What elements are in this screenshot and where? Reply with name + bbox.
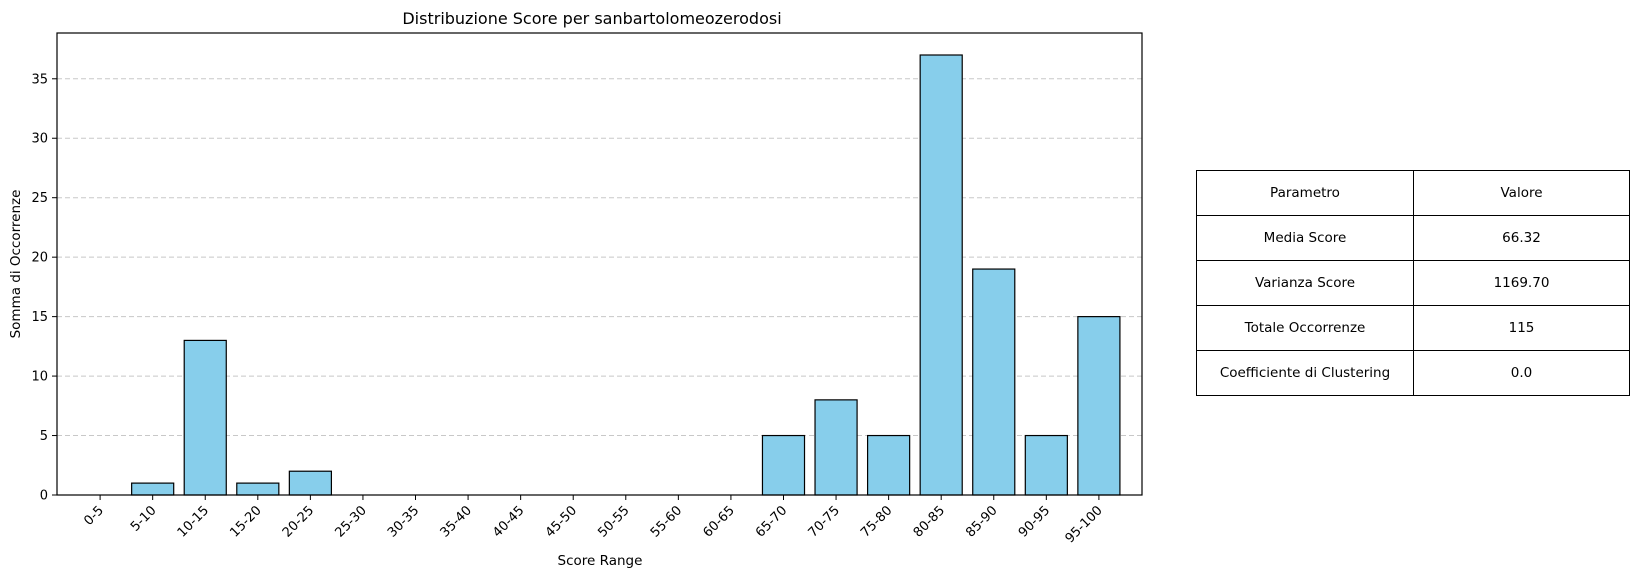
table-row: Varianza Score 1169.70 <box>1196 260 1630 306</box>
axes <box>52 32 1143 500</box>
table-cell-parameter: Totale Occorrenze <box>1196 305 1414 351</box>
bar <box>183 339 227 496</box>
y-axis-label: Somma di Occorrenze <box>8 190 24 339</box>
x-axis-label: Score Range <box>558 553 643 569</box>
table-cell-value: 0.0 <box>1413 350 1630 396</box>
y-tick-label: 0 <box>40 489 48 504</box>
bar <box>919 54 963 496</box>
y-tick-label: 5 <box>40 429 48 444</box>
bar <box>866 434 911 496</box>
table-row: Media Score 66.32 <box>1196 215 1630 261</box>
x-tick-label: 50-55 <box>595 503 632 540</box>
bar <box>972 268 1016 496</box>
bar <box>814 399 858 496</box>
y-tick-label: 25 <box>31 191 48 206</box>
table-row: Coefficiente di Clustering 0.0 <box>1196 350 1630 396</box>
x-tick-label: 25-30 <box>332 503 369 540</box>
x-tick-label: 90-95 <box>1016 503 1053 540</box>
bar <box>1077 316 1121 496</box>
x-tick-label: 30-35 <box>385 503 422 540</box>
table-cell-parameter: Parametro <box>1196 170 1414 216</box>
x-tick-label: 65-70 <box>753 503 790 540</box>
x-tick-label: 10-15 <box>175 503 212 540</box>
x-tick-label: 85-90 <box>963 503 1000 540</box>
bar <box>761 434 806 496</box>
x-tick-label: 70-75 <box>806 503 843 540</box>
bar <box>288 470 333 496</box>
bar <box>236 482 280 496</box>
x-tick-labels: 0-5 5-10 10-15 15-20 20-25 25-30 30-35 35-40 40-… <box>81 503 1105 546</box>
x-tick-label: 0-5 <box>81 503 107 529</box>
x-tick-label: 40-45 <box>490 503 527 540</box>
x-tick-label: 20-25 <box>280 503 317 540</box>
table-cell-value: Valore <box>1413 170 1630 216</box>
y-tick-label: 35 <box>31 72 48 87</box>
table-cell-value: 66.32 <box>1413 215 1630 261</box>
x-tick-label: 15-20 <box>227 503 264 540</box>
bars <box>131 54 1121 496</box>
x-tick-label: 35-40 <box>438 503 475 540</box>
y-tick-labels: 0 5 10 15 20 25 30 35 <box>31 72 48 503</box>
table-row: Totale Occorrenze 115 <box>1196 305 1630 351</box>
table-cell-value: 115 <box>1413 305 1630 351</box>
y-tick-label: 20 <box>31 251 48 266</box>
y-tick-label: 10 <box>31 370 48 385</box>
y-tick-label: 30 <box>31 132 48 147</box>
x-tick-label: 75-80 <box>858 503 895 540</box>
y-tick-label: 15 <box>31 310 48 325</box>
table-cell-value: 1169.70 <box>1413 260 1630 306</box>
x-tick-label: 5-10 <box>128 503 159 534</box>
table-cell-parameter: Varianza Score <box>1196 260 1414 306</box>
bar <box>1024 434 1068 496</box>
x-tick-label: 55-60 <box>648 503 685 540</box>
table-cell-parameter: Coefficiente di Clustering <box>1196 350 1414 396</box>
stats-table: Parametro Valore Media Score 66.32 Varianza … <box>1196 170 1630 396</box>
x-tick-label: 45-50 <box>543 503 580 540</box>
plot-frame <box>56 32 1143 496</box>
chart-title: Distribuzione Score per sanbartolomeozer… <box>402 9 781 28</box>
table-cell-parameter: Media Score <box>1196 215 1414 261</box>
x-tick-label: 80-85 <box>911 503 948 540</box>
bar <box>131 482 175 496</box>
table-header-row: Parametro Valore <box>1196 170 1630 216</box>
x-tick-label: 95-100 <box>1063 503 1106 546</box>
x-tick-label: 60-65 <box>700 503 737 540</box>
